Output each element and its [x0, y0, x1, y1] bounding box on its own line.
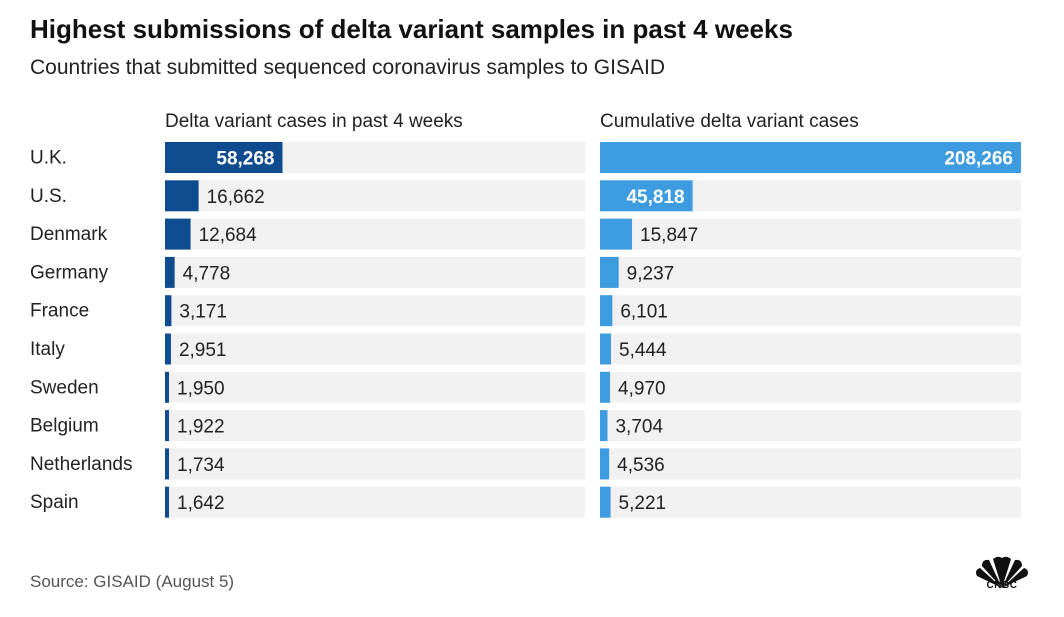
bar-track — [600, 295, 1021, 327]
bar — [600, 180, 693, 212]
bar-track — [165, 333, 585, 365]
bar-value-label: 1,950 — [177, 378, 225, 399]
country-label: U.S. — [30, 186, 67, 207]
bar-track — [165, 295, 585, 327]
bar-value-label: 5,221 — [619, 493, 667, 514]
bar-value-label: 3,704 — [615, 417, 663, 438]
bar-track — [165, 371, 585, 403]
bar-track — [165, 218, 585, 250]
country-label: Italy — [30, 339, 65, 360]
bar-track — [165, 486, 585, 518]
bar — [165, 218, 191, 250]
bar-value-label: 1,734 — [177, 455, 225, 476]
bar-track — [600, 486, 1021, 518]
bar — [600, 371, 611, 403]
bar — [165, 142, 283, 173]
bar-track — [600, 218, 1021, 250]
country-label: Sweden — [30, 377, 99, 398]
bar-value-label: 4,778 — [183, 263, 231, 284]
bar-track — [600, 371, 1021, 403]
logo-wordmark: CNBC — [986, 580, 1018, 591]
bar — [600, 410, 608, 442]
bar — [600, 142, 1021, 173]
bar — [600, 218, 633, 250]
peacock-logo-icon — [976, 556, 1028, 588]
bar-value-label: 2,951 — [179, 340, 227, 361]
bar-track — [165, 410, 585, 442]
bar — [600, 256, 619, 288]
bar — [165, 486, 169, 518]
country-label: Germany — [30, 262, 109, 283]
bar-value-label: 4,970 — [618, 378, 666, 399]
bar-value-label: 6,101 — [620, 302, 668, 323]
bar — [165, 448, 169, 480]
bar-value-label: 5,444 — [619, 340, 667, 361]
bar-value-label: 9,237 — [627, 263, 675, 284]
bar-value-label: 12,684 — [199, 225, 258, 246]
bar-value-label: 58,268 — [216, 149, 274, 170]
bar-track — [600, 333, 1021, 365]
bar-value-label: 15,847 — [640, 225, 698, 246]
country-label: Spain — [30, 492, 79, 513]
country-label: Netherlands — [30, 454, 132, 475]
bar — [165, 256, 175, 288]
bar-track — [165, 256, 585, 288]
bar — [165, 180, 199, 212]
chart-title: Highest submissions of delta variant sam… — [30, 14, 793, 44]
bar — [600, 295, 613, 327]
bar-value-label: 208,266 — [944, 149, 1013, 170]
source-note: Source: GISAID (August 5) — [30, 572, 235, 591]
bar-value-label: 4,536 — [617, 455, 665, 476]
bar-track — [600, 448, 1021, 480]
country-label: U.K. — [30, 148, 67, 169]
bar — [165, 333, 171, 365]
bar-value-label: 45,818 — [626, 187, 684, 208]
chart-subtitle: Countries that submitted sequenced coron… — [30, 56, 665, 79]
country-label: Denmark — [30, 224, 108, 245]
country-label: Belgium — [30, 416, 99, 437]
bar — [165, 410, 169, 442]
bar — [165, 295, 172, 327]
bar-value-label: 16,662 — [207, 187, 265, 208]
bar-track — [600, 256, 1021, 288]
bar-track — [165, 448, 585, 480]
bar — [600, 333, 612, 365]
bar — [600, 448, 610, 480]
bar-value-label: 1,922 — [177, 417, 225, 438]
panel-title: Cumulative delta variant cases — [600, 111, 859, 132]
panel-title: Delta variant cases in past 4 weeks — [165, 111, 463, 132]
bar-value-label: 1,642 — [177, 493, 225, 514]
country-label: France — [30, 301, 89, 322]
bar-track — [165, 180, 585, 212]
bar — [600, 486, 611, 518]
bar — [165, 371, 169, 403]
bar-track — [600, 410, 1021, 442]
bar-value-label: 3,171 — [179, 302, 227, 323]
